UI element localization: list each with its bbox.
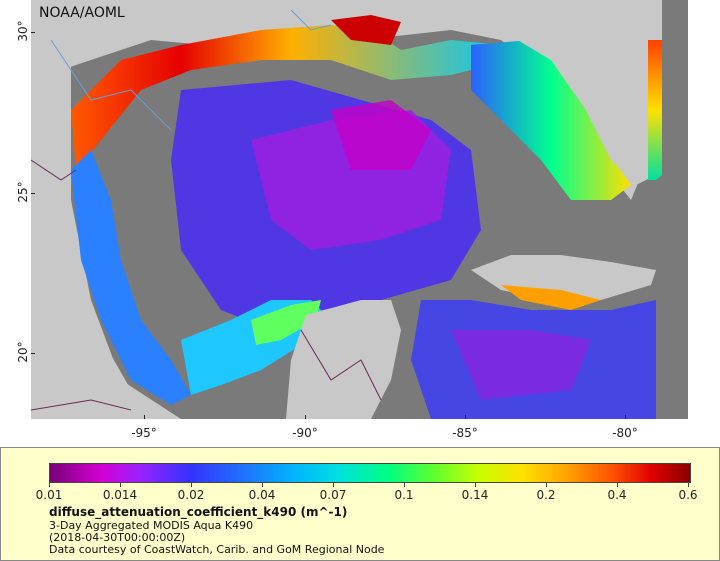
colorbar-tick [191, 482, 192, 487]
west-florida-shelf [471, 40, 631, 200]
colorbar-label: 0.04 [248, 488, 276, 502]
map-area [31, 0, 688, 419]
legend-subtitle: 3-Day Aggregated MODIS Aqua K490 [49, 519, 254, 532]
atlantic-strip [648, 40, 662, 180]
texas-coast-band [71, 150, 191, 405]
river-line [290, 9, 332, 31]
north-coast-band [71, 25, 511, 170]
florida-land [501, 20, 656, 185]
colorbar-tick [262, 482, 263, 487]
central-america-land [31, 0, 171, 419]
border-line [300, 329, 382, 401]
colorbar-tick [404, 482, 405, 487]
tick-mark [465, 415, 466, 419]
gulf-data-magenta [331, 100, 431, 170]
legend-credit: Data courtesy of CoastWatch, Carib. and … [49, 543, 385, 556]
colorbar-tick [49, 482, 50, 487]
lon-tick-label: -95° [131, 426, 157, 440]
river-line [50, 39, 172, 131]
lat-tick-label: 20° [16, 341, 30, 363]
colorbar-tick [475, 482, 476, 487]
tick-mark [144, 415, 145, 419]
colorbar-label: 0.02 [177, 488, 205, 502]
colorbar-label: 0.2 [536, 488, 556, 502]
caribbean-purple [451, 330, 591, 400]
tick-mark [625, 415, 626, 419]
lat-tick-label: 25° [16, 181, 30, 203]
tick-mark [31, 193, 35, 194]
colorbar-tick [333, 482, 334, 487]
lon-tick-label: -90° [292, 426, 318, 440]
cuba-coast-band [501, 285, 601, 310]
lon-tick-label: -85° [452, 426, 478, 440]
colorbar-label: 0.07 [319, 488, 347, 502]
legend-title: diffuse_attenuation_coefficient_k490 (m^… [49, 505, 348, 519]
yucatan-land [286, 300, 401, 419]
border-line [31, 159, 77, 181]
map-canvas [31, 0, 688, 419]
colorbar-label: 0.6 [678, 488, 698, 502]
colorbar-label: 0.1 [394, 488, 414, 502]
colorbar-label: 0.4 [607, 488, 627, 502]
tick-mark [305, 415, 306, 419]
colorbar [49, 463, 691, 483]
tick-mark [31, 32, 35, 33]
atlantic-no-data [656, 0, 688, 419]
border-line [31, 399, 132, 411]
colorbar-tick [546, 482, 547, 487]
lat-tick-label: 30° [16, 20, 30, 42]
colorbar-label: 0.01 [35, 488, 63, 502]
colorbar-tick [120, 482, 121, 487]
mississippi-plume [331, 15, 401, 45]
org-label: NOAA/AOML [39, 5, 125, 21]
legend-panel: 0.01 0.014 0.02 0.04 0.07 0.1 0.14 0.2 0… [0, 447, 720, 561]
tick-mark [31, 353, 35, 354]
colorbar-tick [688, 482, 689, 487]
colorbar-tick [617, 482, 618, 487]
colorbar-label: 0.14 [461, 488, 489, 502]
legend-date: (2018-04-30T00:00:00Z) [49, 531, 186, 544]
colorbar-label: 0.014 [102, 488, 138, 502]
campeche-band-inner [251, 300, 321, 345]
lon-tick-label: -80° [612, 426, 638, 440]
